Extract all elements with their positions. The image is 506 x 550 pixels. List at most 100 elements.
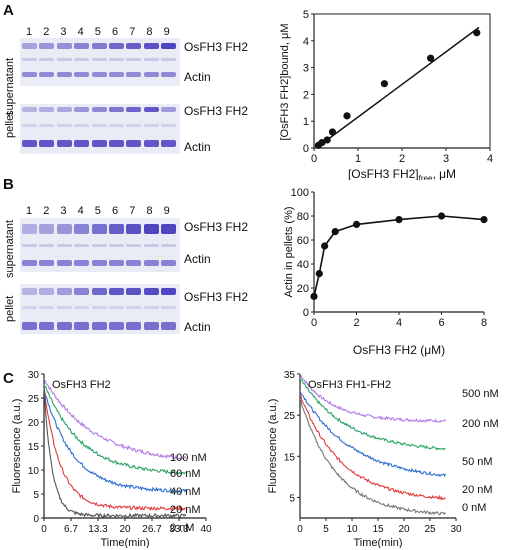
series-label: 20 nM [170,504,201,516]
minor-band [126,306,142,309]
x-tick-label: 30 [450,524,462,535]
minor-band [109,306,124,309]
fh2-band [126,107,142,112]
x-tick-label: 0 [311,317,317,329]
data-point [427,54,435,62]
series-line [299,378,446,451]
minor-band [22,306,37,309]
y-axis-label: Fluorescence (a.u.) [267,399,279,494]
y-tick-label: 60 [297,235,309,247]
minor-band [161,58,177,61]
minor-band [22,124,37,127]
gel-b-supernatant [20,218,180,272]
actin-band [22,72,37,77]
lane-number: 3 [60,205,67,217]
actin-band [56,72,72,77]
y-tick-label: 10 [28,466,40,477]
actin-band [161,322,177,330]
fh2-band [39,107,55,112]
fh2-band [74,288,90,295]
fh2-band [22,107,37,112]
gel-b-sup-actin-label: Actin [184,252,211,266]
minor-band [109,244,124,247]
gel-a-sup-fh2-label: OsFH3 FH2 [184,40,249,54]
y-tick-label: 15 [284,452,296,463]
data-point [310,292,318,300]
actin-band [143,140,159,147]
lane-number: 2 [43,26,50,38]
series-label: 20 nM [462,484,493,496]
y-tick-label: 80 [297,211,309,223]
fh2-band [143,288,159,295]
series-label: 0 nM [170,522,194,534]
minor-band [56,306,72,309]
series-line [43,383,186,475]
actin-band [56,322,72,330]
gel-b-pellet-label: pellet [4,295,16,322]
y-tick-label: 20 [297,283,309,295]
data-point [321,242,329,250]
data-point [395,216,403,224]
actin-band [109,260,124,266]
minor-band [91,124,107,127]
fh2-band [126,224,142,234]
minor-band [74,58,90,61]
data-point [315,270,323,278]
gel-b-supernatant-label: supernatant [4,219,16,278]
actin-band [74,140,90,147]
series-line [43,388,187,519]
series-line [299,390,447,478]
chart-title: OsFH3 FH1-FH2 [308,379,391,391]
x-tick-label: 20 [398,524,410,535]
actin-band [126,322,142,330]
series-label: 500 nM [462,388,499,400]
fh2-band [22,288,37,295]
minor-band [143,124,159,127]
gel-b-pel-fh2-label: OsFH3 FH2 [184,290,249,304]
minor-band [161,306,177,309]
actin-band [91,140,107,147]
chart-title: OsFH3 FH2 [52,379,111,391]
minor-band [143,306,159,309]
data-point [331,228,339,236]
actin-band [161,260,177,266]
actin-band [143,322,159,330]
actin-band [109,322,124,330]
fh2-band [143,224,159,234]
series-label: 0 nM [462,502,486,514]
minor-band [143,58,159,61]
gel-b-pel-actin-label: Actin [184,320,211,334]
data-point [343,112,351,120]
x-tick-label: 1 [355,153,361,165]
fh2-band [161,224,177,234]
y-tick-label: 0 [303,143,309,155]
panel-letter-c: C [3,370,14,387]
actin-band [126,72,142,77]
lane-number: 7 [129,205,136,217]
fh2-band [161,43,177,49]
lane-number: 8 [146,26,153,38]
lane-number: 1 [26,26,33,38]
lane-number: 5 [94,26,101,38]
gel-a-pellet-label: pellet [4,111,16,138]
fh2-band [161,107,177,112]
series-line [299,373,447,423]
fh2-band [91,224,107,234]
series-line [43,387,186,512]
series-label: 200 nM [462,418,499,430]
fh2-band [56,107,72,112]
y-tick-label: 0 [303,307,309,319]
y-tick-label: 3 [303,63,309,75]
actin-band [22,322,37,330]
minor-band [74,124,90,127]
y-tick-label: 5 [289,493,295,504]
data-point [352,220,361,228]
series-label: 100 nM [170,452,207,464]
fh2-band [74,107,90,112]
y-tick-label: 1 [303,116,309,128]
x-tick-label: 33.3 [169,524,189,535]
x-tick-label: 2 [353,317,359,329]
series-label: 50 nM [462,456,493,468]
gel-b-sup-fh2-label: OsFH3 FH2 [184,220,249,234]
